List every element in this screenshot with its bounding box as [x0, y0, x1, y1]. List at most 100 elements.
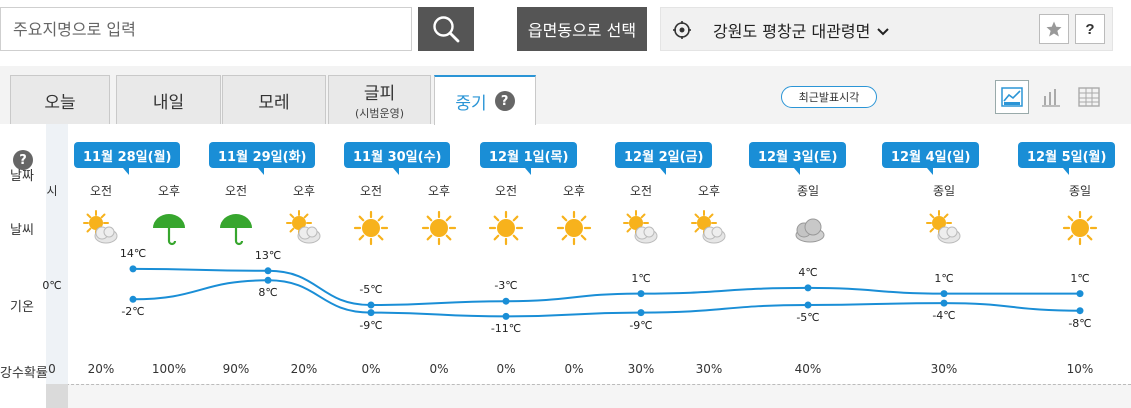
partly-cloudy-icon [926, 210, 961, 244]
ampm-label: 종일 [796, 184, 820, 198]
tabs-row: 오늘 내일 모레 글피 (시범운영) 중기? 최근발표시각 [0, 66, 1131, 125]
weather-cell [284, 208, 324, 252]
location-bar: 강원도 평창군 대관령면 ? [660, 7, 1113, 51]
tab-third-day[interactable]: 글피 (시범운영) [328, 75, 431, 124]
location-dropdown[interactable]: 강원도 평창군 대관령면 [713, 18, 890, 42]
high-temp-label: -5℃ [359, 283, 383, 296]
rain-probability: 40% [794, 362, 822, 376]
high-temp-point[interactable] [264, 267, 272, 275]
forecast-footer [46, 384, 1131, 408]
low-temp-point[interactable] [129, 295, 137, 303]
ampm-label: 오후 [697, 184, 721, 198]
date-tag: 11월 28일(월) [74, 142, 181, 175]
row-label-date: 날짜 [10, 169, 34, 184]
partly-cloudy-icon [286, 210, 321, 244]
rain-probability: 0% [564, 362, 584, 376]
cut-ampm: 시 [46, 184, 58, 198]
date-tag: 12월 1일(목) [480, 142, 578, 175]
low-temp-point[interactable] [502, 312, 510, 320]
search-box[interactable] [0, 7, 412, 51]
bar-view-button[interactable] [1034, 80, 1068, 114]
high-temp-point[interactable] [129, 265, 137, 273]
search-input[interactable] [1, 8, 411, 50]
weather-cell [621, 208, 661, 252]
weather-cell [351, 208, 391, 252]
tab-day-after[interactable]: 모레 [222, 75, 326, 124]
tab-tomorrow[interactable]: 내일 [116, 75, 221, 124]
date-tag: 11월 30일(수) [344, 142, 451, 175]
weather-cell [216, 208, 256, 252]
location-text: 강원도 평창군 대관령면 [713, 22, 871, 41]
region-select-button[interactable]: 읍면동으로 선택 [517, 7, 647, 51]
sun-icon [421, 210, 457, 246]
help-button[interactable]: ? [1075, 14, 1105, 44]
rain-probability: 90% [222, 362, 250, 376]
tab-label: 중기 [455, 93, 487, 114]
rain-probability: 30% [627, 362, 655, 376]
date-tag: 12월 3일(토) [749, 142, 847, 175]
footer-cut [46, 384, 68, 408]
low-temp-label: -8℃ [1068, 316, 1092, 330]
star-icon [1046, 21, 1062, 37]
low-temp-point[interactable] [264, 276, 272, 284]
high-temp-point[interactable] [367, 301, 375, 309]
ampm-label: 오전 [629, 184, 653, 198]
favorite-button[interactable] [1039, 14, 1069, 44]
help-icon[interactable]: ? [13, 150, 33, 170]
sun-icon [488, 210, 524, 246]
high-temp-label: 4℃ [798, 265, 818, 279]
ampm-label: 오전 [224, 184, 248, 198]
low-temp-label: -9℃ [629, 318, 653, 332]
tab-today[interactable]: 오늘 [10, 75, 110, 124]
line-chart-icon [1001, 87, 1023, 107]
table-view-button[interactable] [1072, 80, 1106, 114]
low-temp-line [132, 279, 1081, 318]
rain-probability: 30% [930, 362, 958, 376]
help-icon[interactable]: ? [494, 91, 515, 111]
tab-mid-term[interactable]: 중기? [434, 75, 536, 125]
ampm-label: 오후 [427, 184, 451, 198]
rain-probability: 100% [151, 362, 187, 376]
low-temp-point[interactable] [1076, 307, 1084, 315]
weather-cell [81, 208, 121, 252]
weather-cell [486, 208, 526, 252]
low-temp-point[interactable] [637, 309, 645, 317]
tab-label: 모레 [258, 92, 290, 113]
ampm-label: 종일 [1068, 184, 1092, 198]
high-temp-point[interactable] [940, 290, 948, 298]
ampm-label: 오전 [359, 184, 383, 198]
gps-icon[interactable] [673, 21, 691, 39]
tab-sublabel: (시범운영) [354, 107, 405, 120]
low-temp-label: -2℃ [121, 305, 145, 319]
date-tag: 12월 4일(일) [882, 142, 980, 175]
rain-probability: 0% [496, 362, 516, 376]
previous-column-fade [46, 124, 68, 384]
high-temp-label: -3℃ [494, 279, 518, 293]
cut-temp: 0℃ [42, 279, 62, 292]
high-temp-point[interactable] [1076, 290, 1084, 298]
partly-cloudy-icon [691, 210, 726, 244]
partly-cloudy-icon [623, 210, 658, 244]
high-temp-label: 13℃ [254, 248, 282, 262]
ampm-label: 오후 [292, 184, 316, 198]
low-temp-point[interactable] [367, 309, 375, 317]
rain-probability: 30% [695, 362, 723, 376]
row-label-weather: 날씨 [10, 223, 34, 238]
graph-view-button[interactable] [995, 80, 1029, 114]
low-temp-point[interactable] [940, 299, 948, 307]
rain-probability: 10% [1066, 362, 1094, 376]
high-temp-point[interactable] [502, 297, 510, 305]
weather-cell [554, 208, 594, 252]
weather-cell [419, 208, 459, 252]
ampm-label: 오전 [494, 184, 518, 198]
cloudy-icon [795, 218, 825, 243]
high-temp-point[interactable] [804, 284, 812, 292]
high-temp-point[interactable] [637, 290, 645, 298]
ampm-label: 오전 [89, 184, 113, 198]
low-temp-point[interactable] [804, 301, 812, 309]
search-button[interactable] [418, 7, 474, 51]
weather-cell [149, 208, 189, 252]
low-temp-label: -4℃ [932, 309, 956, 323]
latest-release-button[interactable]: 최근발표시각 [781, 86, 877, 108]
